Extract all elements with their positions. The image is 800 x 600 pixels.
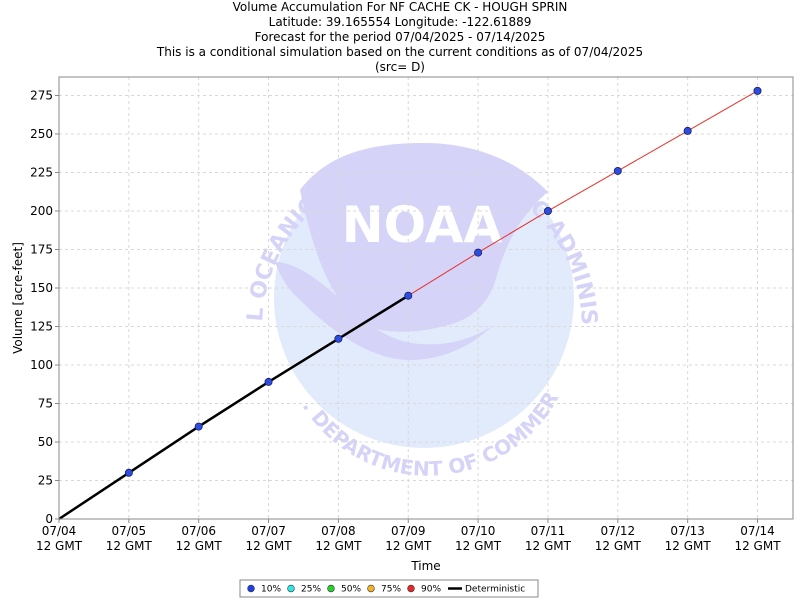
legend-label: 10% — [261, 585, 281, 595]
data-point — [543, 206, 552, 215]
legend-label: 50% — [341, 585, 361, 595]
y-tick-label: 125 — [30, 319, 53, 333]
legend-box — [239, 579, 539, 598]
chart-header: Volume Accumulation For NF CACHE CK - HO… — [0, 0, 800, 75]
y-tick-label: 75 — [38, 396, 53, 410]
data-point — [474, 248, 483, 257]
noaa-emblem-wave — [275, 262, 492, 360]
deterministic-series-line — [58, 294, 409, 521]
legend-swatch — [367, 584, 375, 593]
y-tick-label: 175 — [30, 242, 53, 256]
chart-title: Volume Accumulation For NF CACHE CK - HO… — [232, 0, 568, 14]
x-tick-label: 07/14 12 GMT — [734, 524, 781, 553]
y-tick-label: 0 — [45, 512, 53, 526]
x-tick-label: 07/12 12 GMT — [595, 524, 642, 553]
legend-swatch — [407, 584, 415, 593]
x-tick-label: 07/04 12 GMT — [36, 524, 83, 553]
x-tick-label: 07/10 12 GMT — [455, 524, 502, 553]
x-tick-label: 07/08 12 GMT — [315, 524, 362, 553]
plot-frame — [58, 76, 794, 520]
x-tick-label: 07/09 12 GMT — [385, 524, 432, 553]
data-point — [334, 334, 343, 343]
legend-label: 90% — [421, 585, 441, 595]
x-axis-title: Time — [410, 559, 440, 573]
y-axis-title: Volume [acre-feet] — [11, 242, 25, 354]
y-tick-label: 150 — [30, 281, 53, 295]
data-point — [683, 126, 692, 135]
legend-label: 75% — [381, 585, 401, 595]
x-tick-label: 07/07 12 GMT — [246, 524, 293, 553]
y-tick-label: 50 — [38, 435, 53, 449]
data-point — [753, 86, 762, 95]
chart-legend: 10% 25% 50% 75% 90% Deterministic — [239, 579, 539, 598]
x-tick-label: 07/06 12 GMT — [176, 524, 223, 553]
forecast-series-line — [407, 90, 758, 297]
noaa-logo-text: NOAA — [342, 196, 503, 254]
chart-note: This is a conditional simulation based o… — [156, 45, 644, 59]
x-tick-label: 07/13 12 GMT — [665, 524, 712, 553]
y-axis: 0 25 50 75 100 125 150 175 200 225 250 275 — [30, 88, 59, 526]
noaa-watermark: NOAA NATIONAL OCEANIC AND ATMOSPHERIC AD… — [59, 77, 601, 481]
x-axis: 07/04 12 GMT 07/05 12 GMT 07/06 12 GMT 07/07 12… — [36, 519, 781, 553]
legend-swatch — [287, 584, 295, 593]
y-tick-label: 100 — [30, 358, 53, 372]
data-point — [194, 422, 203, 431]
series-layer — [58, 90, 758, 521]
data-point — [404, 291, 413, 300]
legend-swatch — [247, 584, 255, 593]
chart-period: Forecast for the period 07/04/2025 - 07/… — [254, 30, 546, 44]
noaa-emblem-bird — [300, 143, 548, 332]
chart-source: (src= D) — [375, 60, 425, 74]
chart-location: Latitude: 39.165554 Longitude: -122.6188… — [268, 15, 532, 29]
data-point — [124, 468, 133, 477]
data-point — [264, 377, 273, 386]
y-tick-label: 250 — [30, 127, 53, 141]
y-tick-label: 225 — [30, 165, 53, 179]
y-tick-label: 275 — [30, 88, 53, 102]
markers-layer — [124, 86, 762, 477]
x-tick-label: 07/05 12 GMT — [106, 524, 153, 553]
y-tick-label: 200 — [30, 204, 53, 218]
x-tick-label: 07/11 12 GMT — [525, 524, 572, 553]
legend-label: Deterministic — [465, 585, 525, 595]
legend-swatch — [327, 584, 335, 593]
data-point — [613, 166, 622, 175]
legend-label: 25% — [301, 585, 321, 595]
y-tick-label: 25 — [38, 473, 53, 487]
